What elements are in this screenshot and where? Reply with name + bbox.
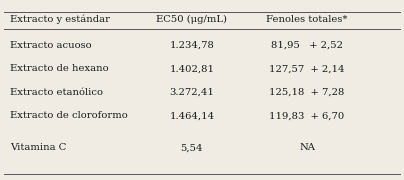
Text: 5,54: 5,54	[181, 143, 203, 152]
Text: 81,95   + 2,52: 81,95 + 2,52	[271, 41, 343, 50]
Text: NA: NA	[299, 143, 315, 152]
Text: 119,83  + 6,70: 119,83 + 6,70	[269, 111, 345, 120]
Text: 1.402,81: 1.402,81	[169, 64, 215, 73]
Text: Fenoles totales*: Fenoles totales*	[266, 15, 348, 24]
Text: 3.272,41: 3.272,41	[169, 88, 215, 97]
Text: Extracto y estándar: Extracto y estándar	[10, 15, 110, 24]
Text: Vitamina C: Vitamina C	[10, 143, 67, 152]
Text: 1.464,14: 1.464,14	[169, 111, 215, 120]
Text: Extracto de cloroformo: Extracto de cloroformo	[10, 111, 128, 120]
Text: 127,57  + 2,14: 127,57 + 2,14	[269, 64, 345, 73]
Text: Extracto etanólico: Extracto etanólico	[10, 88, 103, 97]
Text: 125,18  + 7,28: 125,18 + 7,28	[269, 88, 345, 97]
Text: 1.234,78: 1.234,78	[169, 41, 215, 50]
Text: EC50 (μg/mL): EC50 (μg/mL)	[156, 15, 227, 24]
Text: Extracto de hexano: Extracto de hexano	[10, 64, 109, 73]
Text: Extracto acuoso: Extracto acuoso	[10, 41, 92, 50]
